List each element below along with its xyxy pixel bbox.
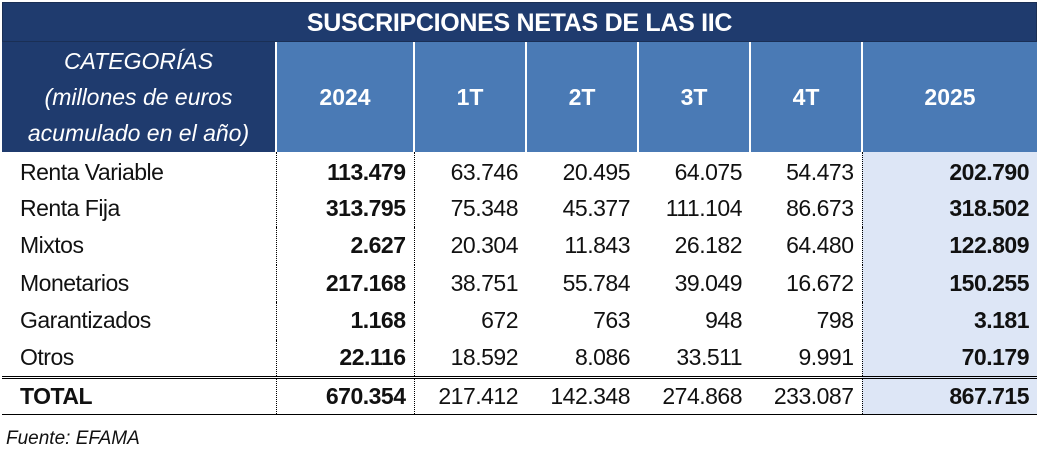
table-row: Otros 22.116 18.592 8.086 33.511 9.991 7… bbox=[2, 339, 1037, 377]
cell-3t: 64.075 bbox=[674, 159, 743, 186]
cell-2t: 45.377 bbox=[562, 194, 631, 221]
cell-1t: 38.751 bbox=[450, 269, 519, 296]
cell-2t: 11.843 bbox=[564, 232, 630, 259]
cell-1t: 20.304 bbox=[450, 232, 519, 259]
row-label: Monetarios bbox=[20, 269, 129, 296]
row-label: Mixtos bbox=[20, 232, 84, 259]
cell-4t: 9.991 bbox=[798, 344, 854, 370]
total-2024: 670.354 bbox=[275, 375, 415, 415]
total-4t: 233.087 bbox=[750, 375, 862, 415]
total-2025: 867.715 bbox=[861, 375, 1037, 415]
net-subscriptions-table-block: SUSCRIPCIONES NETAS DE LAS IIC CATEGORÍA… bbox=[2, 2, 1037, 415]
cell-2025: 70.179 bbox=[861, 339, 1037, 377]
column-header-2t: 2T bbox=[526, 42, 639, 152]
column-header-2025: 2025 bbox=[862, 42, 1037, 152]
column-header-2024: 2024 bbox=[276, 42, 415, 152]
cell-2t: 8.086 bbox=[574, 344, 631, 370]
category-header: CATEGORÍAS (millones de euros acumulado … bbox=[2, 42, 277, 152]
cell-1t: 63.746 bbox=[450, 159, 519, 186]
cell-4t: 86.673 bbox=[786, 194, 854, 221]
cell-2025: 122.809 bbox=[861, 227, 1037, 265]
header-row: CATEGORÍAS (millones de euros acumulado … bbox=[2, 42, 1037, 152]
column-header-3t: 3T bbox=[638, 42, 751, 152]
cell-2024: 113.479 bbox=[275, 152, 415, 190]
table-row: Renta Fija 313.795 75.348 45.377 111.104… bbox=[2, 189, 1037, 227]
table-row: Mixtos 2.627 20.304 11.843 26.182 64.480… bbox=[2, 227, 1037, 265]
cell-4t: 16.672 bbox=[786, 269, 854, 296]
cell-1t: 75.348 bbox=[450, 194, 519, 221]
cell-2t: 20.495 bbox=[562, 159, 631, 186]
table-row: Renta Variable 113.479 63.746 20.495 64.… bbox=[2, 152, 1037, 190]
cell-1t: 18.592 bbox=[450, 344, 519, 370]
cell-4t: 798 bbox=[816, 307, 854, 334]
total-row: TOTAL 670.354 217.412 142.348 274.868 23… bbox=[2, 375, 1037, 415]
cell-3t: 26.182 bbox=[674, 232, 743, 259]
cell-2025: 318.502 bbox=[861, 189, 1037, 227]
total-1t: 217.412 bbox=[413, 375, 526, 415]
column-header-4t: 4T bbox=[750, 42, 863, 152]
table-row: Monetarios 217.168 38.751 55.784 39.049 … bbox=[2, 264, 1037, 302]
row-label: Garantizados bbox=[20, 307, 151, 334]
cell-3t: 39.049 bbox=[674, 269, 743, 296]
cell-4t: 64.480 bbox=[786, 232, 854, 259]
cell-3t: 33.511 bbox=[676, 344, 742, 370]
cell-1t: 672 bbox=[481, 307, 518, 334]
cell-2t: 55.784 bbox=[562, 269, 631, 296]
category-header-line: (millones de euros bbox=[44, 84, 233, 110]
row-label: Renta Variable bbox=[20, 159, 164, 186]
cell-2024: 217.168 bbox=[275, 264, 415, 302]
cell-3t: 111.104 bbox=[665, 194, 743, 221]
cell-2024: 22.116 bbox=[275, 339, 415, 377]
total-2t: 142.348 bbox=[526, 375, 638, 415]
total-3t: 274.868 bbox=[638, 375, 750, 415]
total-label: TOTAL bbox=[2, 375, 276, 415]
column-header-1t: 1T bbox=[414, 42, 527, 152]
cell-4t: 54.473 bbox=[786, 159, 854, 186]
table-row: Garantizados 1.168 672 763 948 798 3.181 bbox=[2, 302, 1037, 340]
category-header-line: acumulado en el año) bbox=[27, 120, 250, 146]
cell-2024: 2.627 bbox=[275, 227, 415, 265]
cell-2t: 763 bbox=[593, 307, 630, 334]
table-title: SUSCRIPCIONES NETAS DE LAS IIC bbox=[2, 2, 1037, 42]
cell-2025: 3.181 bbox=[861, 302, 1037, 340]
cell-2024: 313.795 bbox=[275, 189, 415, 227]
row-label: Renta Fija bbox=[20, 194, 120, 221]
category-header-line: CATEGORÍAS bbox=[63, 48, 214, 74]
cell-2025: 202.790 bbox=[861, 152, 1037, 190]
subscriptions-table: CATEGORÍAS (millones de euros acumulado … bbox=[2, 42, 1037, 415]
cell-2025: 150.255 bbox=[861, 264, 1037, 302]
cell-2024: 1.168 bbox=[275, 302, 415, 340]
source-note: Fuente: EFAMA bbox=[6, 428, 140, 449]
cell-3t: 948 bbox=[705, 307, 742, 334]
row-label: Otros bbox=[20, 344, 74, 370]
